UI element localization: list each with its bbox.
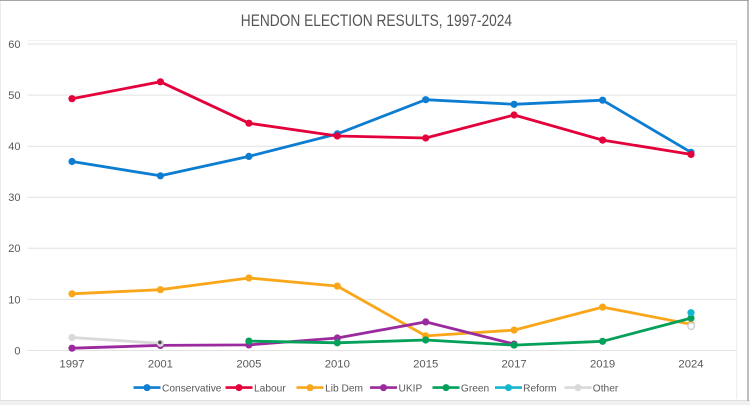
svg-text:Green: Green <box>461 383 489 394</box>
svg-text:Labour: Labour <box>254 383 286 394</box>
svg-text:Conservative: Conservative <box>162 383 222 394</box>
svg-text:20: 20 <box>8 243 20 255</box>
svg-text:2024: 2024 <box>678 358 703 370</box>
svg-text:0: 0 <box>14 345 20 357</box>
svg-text:2019: 2019 <box>590 358 615 370</box>
svg-text:40: 40 <box>8 141 20 153</box>
svg-text:Reform: Reform <box>523 383 556 394</box>
svg-text:10: 10 <box>8 294 20 306</box>
svg-text:UKIP: UKIP <box>399 383 423 394</box>
svg-text:Lib Dem: Lib Dem <box>325 383 363 394</box>
svg-text:2017: 2017 <box>502 358 527 370</box>
svg-text:30: 30 <box>8 192 20 204</box>
svg-text:Other: Other <box>593 383 619 394</box>
svg-text:HENDON ELECTION RESULTS, 1997-: HENDON ELECTION RESULTS, 1997-2024 <box>241 11 512 30</box>
svg-text:2001: 2001 <box>148 358 173 370</box>
svg-text:50: 50 <box>8 90 20 102</box>
svg-text:1997: 1997 <box>59 358 84 370</box>
svg-text:2005: 2005 <box>236 358 261 370</box>
svg-text:2010: 2010 <box>325 358 350 370</box>
svg-text:2015: 2015 <box>413 358 438 370</box>
svg-text:60: 60 <box>8 39 20 51</box>
